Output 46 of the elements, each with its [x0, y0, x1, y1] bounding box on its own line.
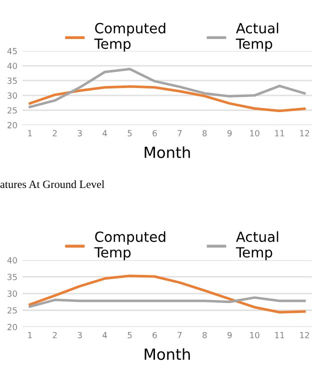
x-tick-label: 7: [178, 332, 182, 338]
y-tick-label: 45: [7, 48, 17, 54]
x-tick-label: 12: [300, 332, 309, 338]
x-tick-label: 8: [202, 130, 207, 136]
legend-label: Computed Temp: [94, 231, 166, 260]
y-tick-label: 40: [7, 62, 17, 70]
y-tick-label: 35: [8, 274, 17, 280]
y-tick-label: 20: [8, 324, 17, 330]
x-tick-label: 4: [102, 130, 107, 136]
x-tick-label: 11: [275, 130, 284, 136]
line-series: [28, 274, 306, 314]
x-tick-label: 8: [202, 332, 207, 338]
y-tick-label: 25: [8, 307, 17, 314]
x-tick-label: 11: [275, 332, 284, 338]
y-tick-label: 20: [8, 122, 17, 128]
x-tick-label: 9: [227, 332, 232, 338]
legend-label: Actual Temp: [236, 231, 278, 260]
legend-label: Computed Temp: [94, 22, 166, 52]
x-axis-title: Month: [144, 348, 190, 360]
x-tick-label: 4: [102, 332, 107, 338]
x-tick-label: 10: [250, 332, 260, 338]
line-series: [28, 85, 306, 112]
x-axis-title: Month: [144, 146, 190, 158]
y-tick-label: 30: [8, 290, 17, 297]
x-tick-label: 5: [128, 332, 132, 338]
line-series: [28, 296, 306, 308]
y-tick-label: 30: [8, 92, 17, 99]
x-tick-label: 1: [28, 332, 32, 338]
x-tick-label: 2: [52, 332, 57, 338]
y-tick-label: 35: [8, 78, 17, 84]
x-tick-label: 9: [227, 130, 232, 136]
x-tick-label: 6: [152, 332, 157, 338]
x-tick-label: 12: [300, 130, 309, 136]
x-tick-label: 2: [52, 130, 57, 136]
x-tick-label: 3: [78, 332, 82, 338]
legend-label: Actual Temp: [236, 22, 278, 52]
line-series: [28, 68, 306, 108]
y-tick-label: 25: [8, 107, 17, 114]
x-tick-label: 3: [78, 130, 82, 136]
x-tick-label: 7: [178, 130, 182, 136]
x-tick-label: 5: [128, 130, 132, 136]
text: atures At Ground Level: [0, 180, 104, 188]
y-tick-label: 40: [7, 257, 17, 264]
x-tick-label: 1: [28, 130, 32, 136]
x-tick-label: 6: [152, 130, 157, 136]
x-tick-label: 10: [250, 130, 260, 136]
